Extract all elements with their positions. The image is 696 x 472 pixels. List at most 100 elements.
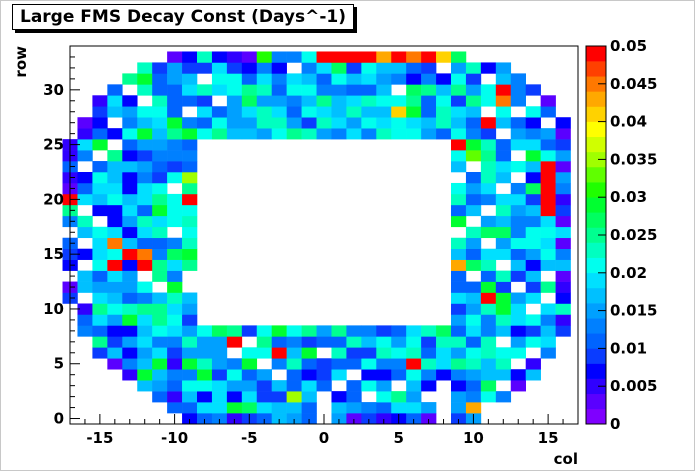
heatmap-cell — [182, 95, 198, 107]
heatmap-cell — [555, 117, 571, 129]
x-tick-label: -10 — [161, 429, 188, 447]
heatmap-cell — [286, 325, 302, 337]
heatmap-cell — [182, 84, 198, 96]
heatmap-cell — [421, 95, 437, 107]
heatmap-cell — [226, 84, 243, 96]
heatmap-cell — [480, 281, 497, 293]
heatmap-cell — [167, 51, 183, 63]
heatmap-cell — [525, 358, 541, 370]
heatmap-cell — [525, 325, 541, 337]
heatmap-cell — [122, 248, 138, 260]
heatmap-cell — [122, 358, 138, 370]
heatmap-cell — [152, 193, 168, 206]
heatmap-cell — [137, 84, 153, 96]
heatmap-cell — [406, 347, 422, 359]
heatmap-cell — [301, 106, 317, 118]
heatmap-cell — [361, 128, 377, 140]
heatmap-cell — [465, 314, 482, 326]
heatmap-cell — [301, 325, 317, 337]
heatmap-cell — [152, 325, 168, 337]
heatmap-cell — [107, 215, 123, 228]
heatmap-cell — [525, 215, 541, 228]
heatmap-cell — [376, 369, 392, 381]
heatmap-cell — [465, 380, 482, 392]
heatmap-cell — [211, 117, 228, 129]
heatmap-cell — [525, 117, 541, 129]
heatmap-cell — [107, 150, 123, 162]
heatmap-cell — [137, 204, 153, 217]
heatmap-cell — [391, 391, 407, 403]
heatmap-cell — [107, 193, 123, 206]
heatmap-cell — [331, 128, 347, 140]
heatmap-cell — [241, 106, 258, 118]
heatmap-cell — [316, 106, 332, 118]
heatmap-cell — [480, 128, 497, 140]
heatmap-cell — [555, 150, 571, 162]
heatmap-cell — [555, 139, 571, 151]
heatmap-cell — [421, 380, 437, 392]
heatmap-cell — [286, 73, 302, 85]
colorbar-swatch — [586, 393, 606, 410]
heatmap-cell — [495, 314, 512, 326]
heatmap-cell — [510, 226, 526, 239]
heatmap-cell — [167, 347, 183, 359]
heatmap-cell — [241, 73, 258, 85]
heatmap-cell — [152, 128, 168, 140]
heatmap-cell — [376, 84, 392, 96]
heatmap-cell — [436, 117, 452, 129]
heatmap-cell — [167, 193, 183, 206]
heatmap-cell — [152, 237, 168, 249]
heatmap-cell — [510, 248, 526, 260]
y-tick-label: 25 — [43, 136, 64, 154]
heatmap-cell — [510, 336, 526, 348]
y-tick-label: 10 — [43, 300, 64, 318]
heatmap-cell — [361, 117, 377, 129]
heatmap-cell — [226, 106, 243, 118]
heatmap-cell — [555, 237, 571, 249]
heatmap-cell — [495, 172, 512, 184]
heatmap-cell — [525, 150, 541, 162]
heatmap-cell — [197, 106, 213, 118]
heatmap-cell — [271, 106, 287, 118]
heatmap-cell — [495, 106, 512, 118]
heatmap-cell — [451, 325, 467, 337]
heatmap-cell — [107, 204, 123, 217]
heatmap-cell — [540, 193, 556, 206]
heatmap-cell — [137, 325, 153, 337]
heatmap-cell — [421, 369, 437, 381]
heatmap-cell — [316, 128, 332, 140]
heatmap-cell — [465, 182, 482, 195]
heatmap-cell — [436, 128, 452, 140]
heatmap-cell — [421, 117, 437, 129]
colorbar-swatch — [586, 318, 606, 334]
heatmap-cell — [226, 402, 243, 414]
x-tick-label: 0 — [319, 429, 329, 447]
heatmap-cell — [197, 369, 213, 381]
heatmap-cell — [167, 248, 183, 260]
heatmap-cell — [495, 248, 512, 260]
heatmap-cell — [77, 193, 93, 206]
heatmap-cell — [197, 95, 213, 107]
heatmap-cell — [451, 62, 467, 74]
heatmap-cell — [480, 369, 497, 381]
heatmap-cell — [197, 347, 213, 359]
colorbar-tick-label: 0.005 — [610, 377, 657, 395]
heatmap-cell — [137, 172, 153, 184]
heatmap-cell — [301, 336, 317, 348]
heatmap-cell — [361, 336, 377, 348]
heatmap-cell — [152, 215, 168, 228]
y-tick-label: 5 — [54, 355, 64, 373]
heatmap-cell — [137, 128, 153, 140]
heatmap-cell — [465, 281, 482, 293]
heatmap-cell — [376, 73, 392, 85]
heatmap-cell — [152, 84, 168, 96]
heatmap-cell — [316, 369, 332, 381]
colorbar-swatch — [586, 287, 606, 304]
heatmap-cell — [92, 325, 108, 337]
heatmap-cell — [451, 204, 467, 217]
heatmap-cell — [495, 95, 512, 107]
colorbar-swatch — [586, 182, 606, 198]
heatmap-cell — [256, 117, 272, 129]
y-tick-label: 30 — [43, 81, 64, 99]
heatmap-cell — [182, 325, 198, 337]
